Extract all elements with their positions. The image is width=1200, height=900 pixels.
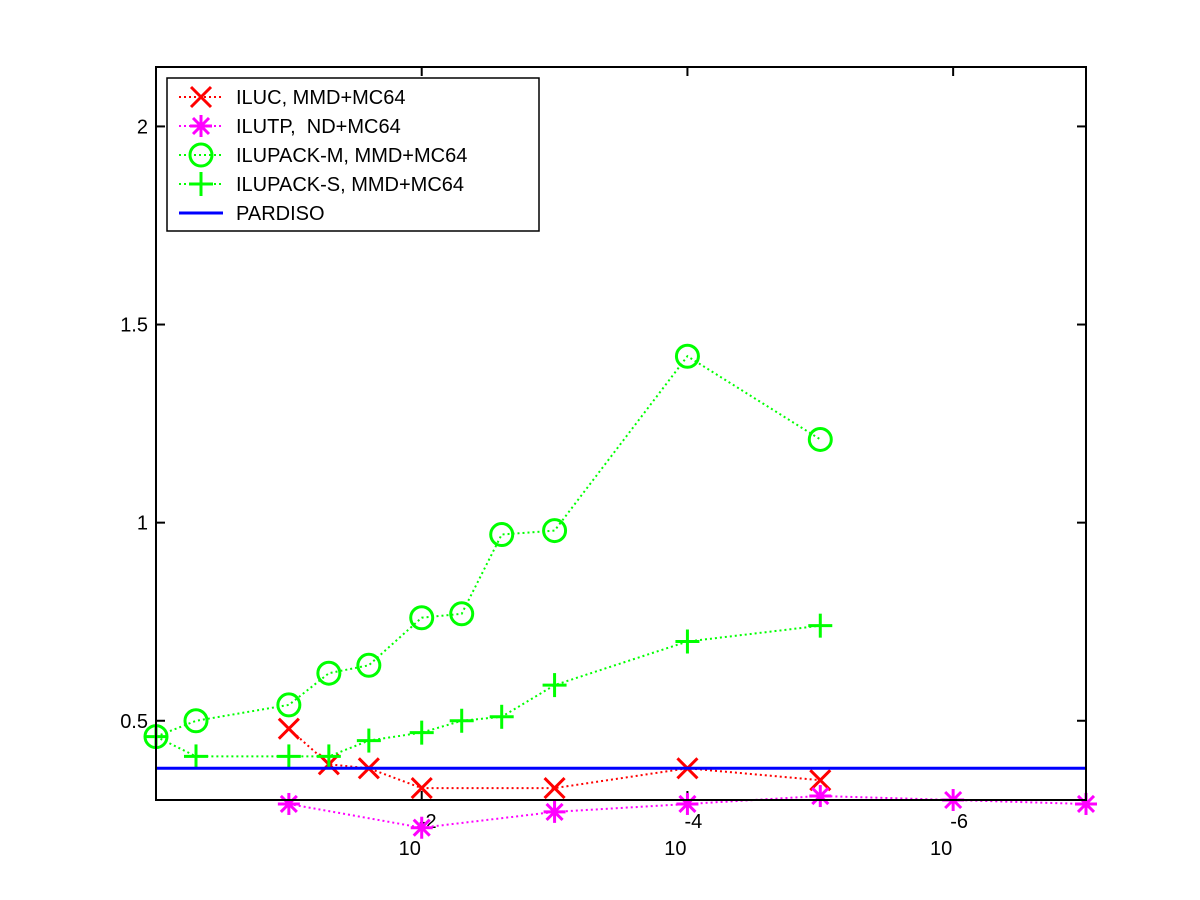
marker-x xyxy=(543,777,566,800)
x-tick-base: 10 xyxy=(664,838,686,860)
marker-asterisk xyxy=(545,802,564,821)
marker-circle xyxy=(183,708,209,734)
series-3 xyxy=(144,613,833,769)
x-tick-base: 10 xyxy=(399,838,421,860)
marker-asterisk xyxy=(279,794,298,814)
y-tick-label: 2 xyxy=(137,116,148,138)
y-tick-label: 1 xyxy=(137,513,148,535)
marker-circle xyxy=(409,605,435,631)
legend-label: ILUTP, ND+MC64 xyxy=(236,116,401,138)
marker-circle xyxy=(674,343,700,369)
marker-circle xyxy=(807,426,833,452)
legend-item: PARDISO xyxy=(179,203,325,225)
series-line xyxy=(155,624,821,758)
legend-label: ILUPACK-M, MMD+MC64 xyxy=(236,145,467,167)
legend-label: ILUPACK-S, MMD+MC64 xyxy=(236,174,464,196)
marker-circle xyxy=(188,142,214,168)
marker-circle xyxy=(276,692,302,718)
marker-circle xyxy=(542,518,568,544)
marker-asterisk xyxy=(191,116,211,136)
legend-box xyxy=(166,77,540,232)
series-layer xyxy=(143,343,1097,839)
legend-label: ILUC, MMD+MC64 xyxy=(236,87,405,109)
marker-asterisk xyxy=(1076,794,1096,814)
axes-frame xyxy=(155,66,1087,801)
marker-x xyxy=(277,717,300,740)
marker-asterisk xyxy=(412,818,431,837)
marker-x xyxy=(189,85,213,109)
marker-circle xyxy=(489,522,515,548)
series-2 xyxy=(143,343,833,750)
legend-item: ILUC, MMD+MC64 xyxy=(179,85,405,109)
marker-x xyxy=(809,769,832,792)
legend-item: ILUPACK-M, MMD+MC64 xyxy=(179,142,467,168)
legend-item: ILUPACK-S, MMD+MC64 xyxy=(179,172,464,196)
x-tick-base: 10 xyxy=(930,838,952,860)
marker-asterisk xyxy=(678,794,697,814)
marker-circle xyxy=(449,601,475,627)
x-tick-exponent: -6 xyxy=(950,811,968,833)
series-line xyxy=(155,354,821,738)
legend: ILUC, MMD+MC64 ILUTP, ND+MC64 ILUPACK-M, M… xyxy=(166,77,540,232)
legend-label: PARDISO xyxy=(236,203,325,225)
y-tick-label: 1.5 xyxy=(120,315,148,337)
marker-x xyxy=(410,777,433,800)
y-tick-label: 0.5 xyxy=(120,711,148,733)
legend-item: ILUTP, ND+MC64 xyxy=(179,115,401,138)
marker-asterisk xyxy=(811,786,830,806)
marker-circle xyxy=(356,652,382,678)
axis-ticks: 0.511.52-210-410-610 xyxy=(120,67,1086,860)
x-tick-exponent: -4 xyxy=(685,811,703,833)
marker-circle xyxy=(316,660,342,686)
